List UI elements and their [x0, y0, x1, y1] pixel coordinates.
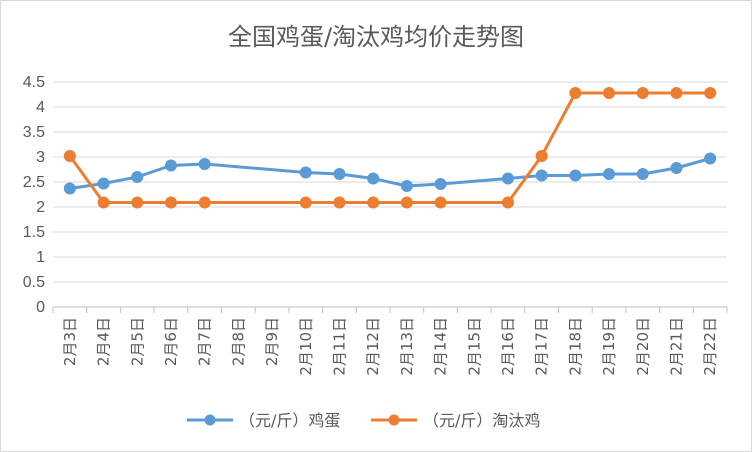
y-tick-label: 4 [36, 99, 45, 116]
x-tick-label: 2月19日 [600, 317, 618, 376]
legend-point-marker [204, 414, 216, 426]
x-tick-label: 2月13日 [398, 317, 416, 376]
data-point [603, 168, 616, 180]
y-tick-label: 3 [36, 149, 45, 166]
x-tick-label: 2月11日 [330, 317, 348, 376]
data-point [198, 158, 211, 170]
data-point [670, 162, 683, 174]
data-point [400, 196, 413, 209]
y-axis-ticks: 0 0.5 1 1.5 2 2.5 3 3.5 4 4.5 [23, 74, 45, 316]
x-tick-label: 2月15日 [465, 317, 483, 376]
data-point [367, 196, 380, 209]
data-point [535, 169, 548, 182]
data-point [131, 196, 144, 209]
legend-label: （元/斤）淘汰鸡 [423, 411, 540, 430]
x-tick-label: 2月4日 [95, 317, 113, 366]
x-tick-label: 2月8日 [229, 317, 247, 366]
data-point [299, 166, 312, 179]
data-point [97, 177, 110, 190]
data-point [636, 168, 649, 180]
chart-title: 全国鸡蛋/淘汰鸡均价走势图 [228, 23, 524, 51]
y-tick-label: 2 [36, 199, 45, 216]
data-point [400, 180, 413, 192]
legend-point-marker [388, 414, 400, 426]
x-axis: 2月3日 2月4日 2月5日 2月6日 2月7日 2月8日 2月9日 2月10日 2月11日 2月… [52, 306, 728, 376]
data-point [63, 150, 76, 162]
x-tick-label: 2月9日 [263, 317, 281, 366]
x-tick-label: 2月12日 [364, 317, 382, 376]
x-tick-label: 2月20日 [634, 317, 652, 376]
x-tick-label: 2月16日 [499, 317, 517, 376]
data-point [603, 87, 616, 99]
data-point [63, 182, 76, 195]
data-point [434, 196, 447, 209]
data-point [704, 152, 717, 165]
y-tick-label: 1.5 [23, 224, 45, 241]
data-point [131, 171, 144, 183]
series-group [63, 87, 717, 209]
legend: （元/斤）鸡蛋 （元/斤）淘汰鸡 [187, 411, 540, 430]
y-tick-label: 0.5 [23, 274, 45, 291]
x-tick-label: 2月22日 [701, 317, 719, 376]
data-point [569, 87, 582, 99]
data-point [97, 196, 110, 209]
data-point [704, 87, 717, 99]
x-tick-label: 2月3日 [61, 317, 79, 366]
x-tick-label: 2月21日 [667, 317, 685, 376]
x-tick-label: 2月14日 [432, 317, 450, 376]
data-point [636, 87, 649, 99]
data-point [535, 150, 548, 162]
series-lines [63, 87, 717, 209]
x-tick-label: 2月7日 [196, 317, 214, 366]
y-tick-label: 4.5 [23, 74, 45, 91]
data-point [367, 172, 380, 185]
y-tick-label: 0 [36, 299, 45, 316]
y-tick-label: 2.5 [23, 174, 45, 191]
x-tick-label: 2月6日 [162, 317, 180, 366]
data-point [198, 196, 211, 209]
x-tick-label: 2月5日 [128, 317, 146, 366]
y-tick-label: 1 [36, 249, 45, 266]
data-point [569, 169, 582, 182]
data-point [333, 168, 346, 180]
data-point [164, 196, 177, 209]
data-point [299, 196, 312, 209]
series-line [68, 91, 711, 204]
x-tick-label: 2月10日 [297, 317, 315, 376]
y-tick-label: 3.5 [23, 124, 45, 141]
x-tick-label: 2月17日 [533, 317, 551, 376]
data-point [670, 87, 683, 99]
data-point [333, 196, 346, 209]
series-group [63, 152, 717, 195]
x-tick-label: 2月18日 [566, 317, 584, 376]
data-point [164, 159, 177, 172]
data-point [501, 172, 514, 185]
data-point [434, 178, 447, 190]
legend-label: （元/斤）鸡蛋 [239, 411, 340, 430]
data-point [501, 196, 514, 209]
